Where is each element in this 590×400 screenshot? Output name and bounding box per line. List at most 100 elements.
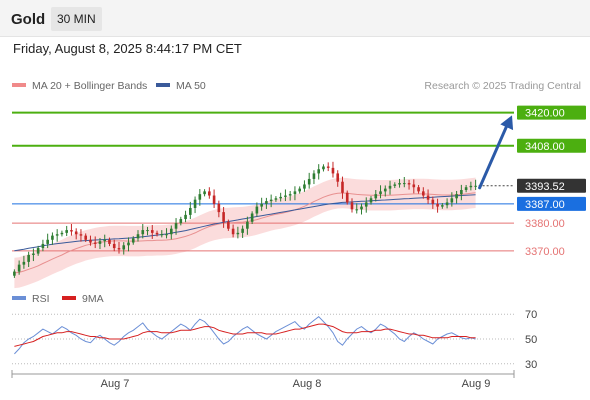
- candle: [469, 181, 473, 191]
- candle-body: [32, 253, 35, 255]
- candle: [60, 230, 64, 237]
- candle-body: [55, 234, 59, 236]
- candle-body: [383, 188, 387, 192]
- candle: [455, 190, 458, 204]
- candle-body: [364, 202, 368, 207]
- candle: [460, 184, 463, 201]
- candle-body: [70, 230, 73, 232]
- candle-body: [65, 230, 68, 233]
- rsi-tick-label: 30: [525, 359, 537, 371]
- candle-body: [336, 173, 340, 182]
- legend-bollinger: MA 20 + Bollinger Bands: [12, 80, 147, 92]
- candle-body: [131, 238, 135, 243]
- candle: [464, 185, 468, 193]
- candle: [402, 177, 406, 188]
- level-label-bg: [517, 178, 586, 193]
- candle-body: [469, 185, 473, 188]
- candle-body: [17, 264, 21, 272]
- candle: [108, 237, 111, 247]
- candle-body: [460, 190, 463, 195]
- candle-body: [350, 202, 354, 210]
- x-tick-label: Aug 9: [462, 378, 491, 390]
- bollinger-swatch: [12, 83, 26, 88]
- candle-body: [260, 203, 263, 207]
- candle-body: [241, 228, 244, 233]
- candle-body: [198, 194, 202, 200]
- candle-body: [193, 199, 197, 208]
- candle: [293, 186, 297, 201]
- level-label: 3420.00: [525, 108, 565, 120]
- source-label: Research © 2025 Trading Central: [424, 80, 581, 92]
- candle: [364, 197, 368, 213]
- candle: [307, 172, 311, 189]
- candle-body: [355, 209, 359, 211]
- candle-body: [436, 203, 439, 207]
- candle-body: [27, 254, 30, 262]
- candle: [103, 234, 107, 248]
- candle: [41, 239, 45, 252]
- bollinger-label: MA 20 + Bollinger Bands: [32, 80, 148, 92]
- time-axis: Aug 7 Aug 8 Aug 9: [11, 370, 515, 390]
- candle: [355, 203, 359, 214]
- candle-body: [203, 191, 206, 195]
- candle-body: [112, 243, 116, 249]
- candle: [260, 197, 263, 211]
- candle-body: [307, 178, 311, 185]
- candle: [426, 189, 430, 204]
- candle-body: [184, 214, 187, 220]
- candle: [241, 225, 244, 238]
- candle: [70, 224, 73, 236]
- candle: [112, 239, 116, 252]
- candle: [474, 179, 477, 190]
- candle-body: [374, 194, 378, 199]
- candle: [17, 260, 21, 275]
- candle-body: [426, 195, 430, 200]
- candle: [208, 187, 211, 199]
- candle-body: [222, 212, 225, 222]
- candle-body: [398, 183, 401, 185]
- candle-body: [284, 195, 287, 197]
- candle: [436, 198, 439, 213]
- bollinger-band: [14, 177, 476, 289]
- candle: [274, 196, 278, 202]
- candle-body: [89, 239, 92, 243]
- candle-body: [303, 184, 306, 189]
- candle-body: [117, 248, 121, 250]
- candle-body: [46, 239, 49, 244]
- candle: [445, 198, 449, 209]
- candle: [279, 192, 282, 202]
- candle-body: [431, 199, 435, 204]
- timeframe-button[interactable]: 30 MIN: [51, 7, 102, 31]
- candle-body: [41, 243, 45, 249]
- candle: [117, 241, 121, 254]
- candle-body: [422, 191, 425, 196]
- candle: [174, 218, 178, 235]
- candle-body: [360, 206, 363, 210]
- rsi-ma-swatch: [62, 296, 76, 301]
- rsi-swatch: [12, 296, 26, 301]
- candle: [93, 236, 97, 249]
- rsi-tick-label: 50: [525, 334, 537, 346]
- candle: [431, 196, 435, 209]
- candle-body: [136, 234, 140, 239]
- candle: [303, 180, 306, 192]
- ma50-label: MA 50: [176, 80, 206, 92]
- candle: [184, 210, 187, 223]
- candle: [388, 180, 392, 195]
- candle-body: [60, 232, 64, 235]
- level-label-bg: [517, 196, 586, 211]
- candle: [312, 170, 316, 185]
- candle: [36, 245, 40, 256]
- candle: [193, 196, 197, 214]
- candle-body: [179, 219, 183, 224]
- candle: [393, 182, 397, 189]
- candle: [222, 207, 225, 228]
- level-label: 3387.00: [525, 199, 565, 211]
- candle: [417, 185, 420, 194]
- candle-body: [79, 234, 83, 236]
- rsi-ma-label: 9MA: [82, 293, 104, 305]
- candle-body: [103, 239, 107, 242]
- candle: [398, 178, 401, 188]
- candle-body: [407, 183, 411, 185]
- candle: [383, 185, 387, 197]
